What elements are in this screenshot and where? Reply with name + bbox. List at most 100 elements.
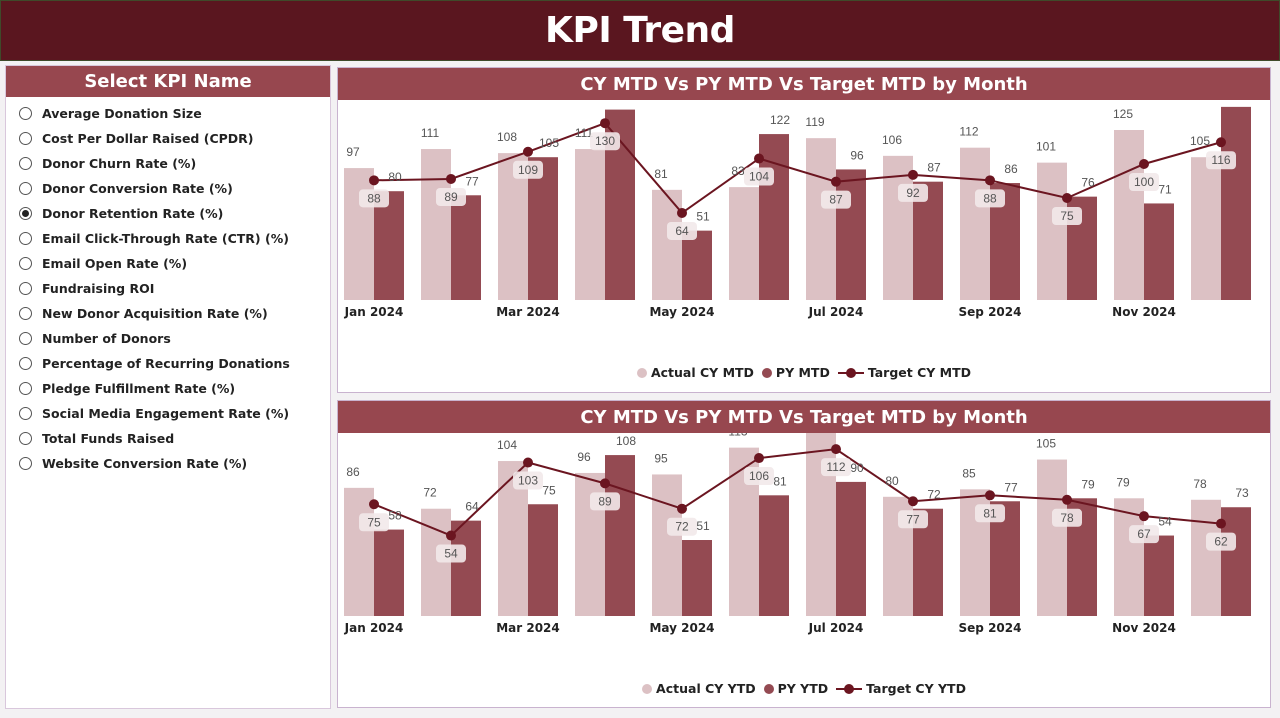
actual-bar[interactable] [652,474,682,616]
py-bar[interactable] [1144,535,1174,616]
kpi-option[interactable]: Donor Retention Rate (%) [6,201,330,226]
kpi-option[interactable]: Percentage of Recurring Donations [6,351,330,376]
target-point[interactable] [600,118,610,129]
target-point[interactable] [1139,159,1149,169]
target-point[interactable] [1216,137,1226,148]
radio-button-icon[interactable] [19,307,32,320]
kpi-option[interactable]: Fundraising ROI [6,276,330,301]
legend-target[interactable]: Target CY MTD [837,365,972,380]
actual-bar[interactable] [1114,130,1144,300]
radio-button-icon[interactable] [19,432,32,445]
radio-button-icon[interactable] [19,382,32,395]
radio-button-icon[interactable] [19,282,32,295]
legend-py[interactable]: PY YTD [763,681,828,696]
kpi-option[interactable]: Email Click-Through Rate (CTR) (%) [6,226,330,251]
py-bar[interactable] [759,134,789,300]
target-point[interactable] [1139,511,1149,522]
actual-bar[interactable] [1191,499,1221,616]
target-point[interactable] [908,496,918,507]
kpi-option[interactable]: Donor Churn Rate (%) [6,151,330,176]
kpi-option[interactable]: New Donor Acquisition Rate (%) [6,301,330,326]
actual-bar[interactable] [575,149,605,300]
py-bar[interactable] [451,520,481,616]
target-point[interactable] [908,169,918,180]
target-point[interactable] [754,453,764,464]
radio-button-icon[interactable] [19,357,32,370]
py-bar[interactable] [605,455,635,616]
target-point[interactable] [523,146,533,157]
target-point[interactable] [831,176,841,187]
actual-bar[interactable] [1191,157,1221,300]
legend-target[interactable]: Target CY YTD [836,681,966,696]
target-point[interactable] [446,530,456,541]
legend-label: Target CY MTD [867,365,972,380]
actual-bar[interactable] [729,187,759,300]
radio-button-icon[interactable] [19,457,32,470]
kpi-option[interactable]: Total Funds Raised [6,426,330,451]
py-bar[interactable] [682,540,712,616]
legend-actual[interactable]: Actual CY YTD [642,681,756,696]
radio-button-icon[interactable] [19,107,32,120]
py-bar[interactable] [1144,203,1174,300]
kpi-option[interactable]: Social Media Engagement Rate (%) [6,401,330,426]
actual-bar[interactable] [344,168,374,300]
py-bar[interactable] [836,169,866,300]
py-bar[interactable] [374,529,404,616]
py-bar[interactable] [682,230,712,300]
py-bar[interactable] [451,195,481,300]
py-bar[interactable] [528,157,558,300]
target-point[interactable] [369,499,379,510]
target-point[interactable] [1216,518,1226,529]
target-point[interactable] [754,153,764,164]
kpi-option-label: Website Conversion Rate (%) [42,456,248,471]
py-bar[interactable] [759,495,789,616]
kpi-option-label: Total Funds Raised [42,431,175,446]
radio-button-icon[interactable] [19,157,32,170]
target-point[interactable] [677,503,687,514]
py-bar[interactable] [528,504,558,616]
target-point[interactable] [369,175,379,186]
actual-bar[interactable] [1037,459,1067,616]
kpi-list: Average Donation Size Cost Per Dollar Rai… [6,101,330,476]
actual-bar[interactable] [1037,162,1067,300]
py-bar[interactable] [1221,106,1251,300]
kpi-option[interactable]: Average Donation Size [6,101,330,126]
actual-data-label: 81 [654,167,668,181]
legend-label: Target CY YTD [866,681,966,696]
py-bar[interactable] [836,481,866,616]
py-bar[interactable] [374,191,404,300]
target-data-label: 92 [906,186,920,200]
radio-button-icon[interactable] [19,182,32,195]
target-point[interactable] [446,173,456,184]
target-point[interactable] [1062,494,1072,505]
kpi-option[interactable]: Number of Donors [6,326,330,351]
target-point[interactable] [677,207,687,218]
radio-button-icon[interactable] [19,407,32,420]
target-point[interactable] [985,175,995,186]
target-point[interactable] [831,444,841,455]
kpi-option[interactable]: Pledge Fulfillment Rate (%) [6,376,330,401]
actual-bar[interactable] [421,149,451,300]
actual-bar[interactable] [806,138,836,300]
radio-button-icon[interactable] [19,207,32,220]
actual-bar[interactable] [344,487,374,616]
target-point[interactable] [1062,193,1072,203]
py-bar[interactable] [1221,507,1251,616]
radio-button-icon[interactable] [19,332,32,345]
target-point[interactable] [985,490,995,501]
target-label-box [744,167,774,186]
kpi-option[interactable]: Donor Conversion Rate (%) [6,176,330,201]
kpi-option[interactable]: Cost Per Dollar Raised (CPDR) [6,126,330,151]
kpi-option[interactable]: Email Open Rate (%) [6,251,330,276]
actual-bar[interactable] [883,155,913,300]
kpi-option[interactable]: Website Conversion Rate (%) [6,451,330,476]
radio-button-icon[interactable] [19,132,32,145]
legend-py[interactable]: PY MTD [761,365,830,380]
legend-actual[interactable]: Actual CY MTD [636,365,754,380]
actual-bar[interactable] [1114,498,1144,616]
target-point[interactable] [523,457,533,468]
radio-button-icon[interactable] [19,232,32,245]
radio-button-icon[interactable] [19,257,32,270]
target-point[interactable] [600,478,610,489]
actual-bar[interactable] [960,147,990,300]
